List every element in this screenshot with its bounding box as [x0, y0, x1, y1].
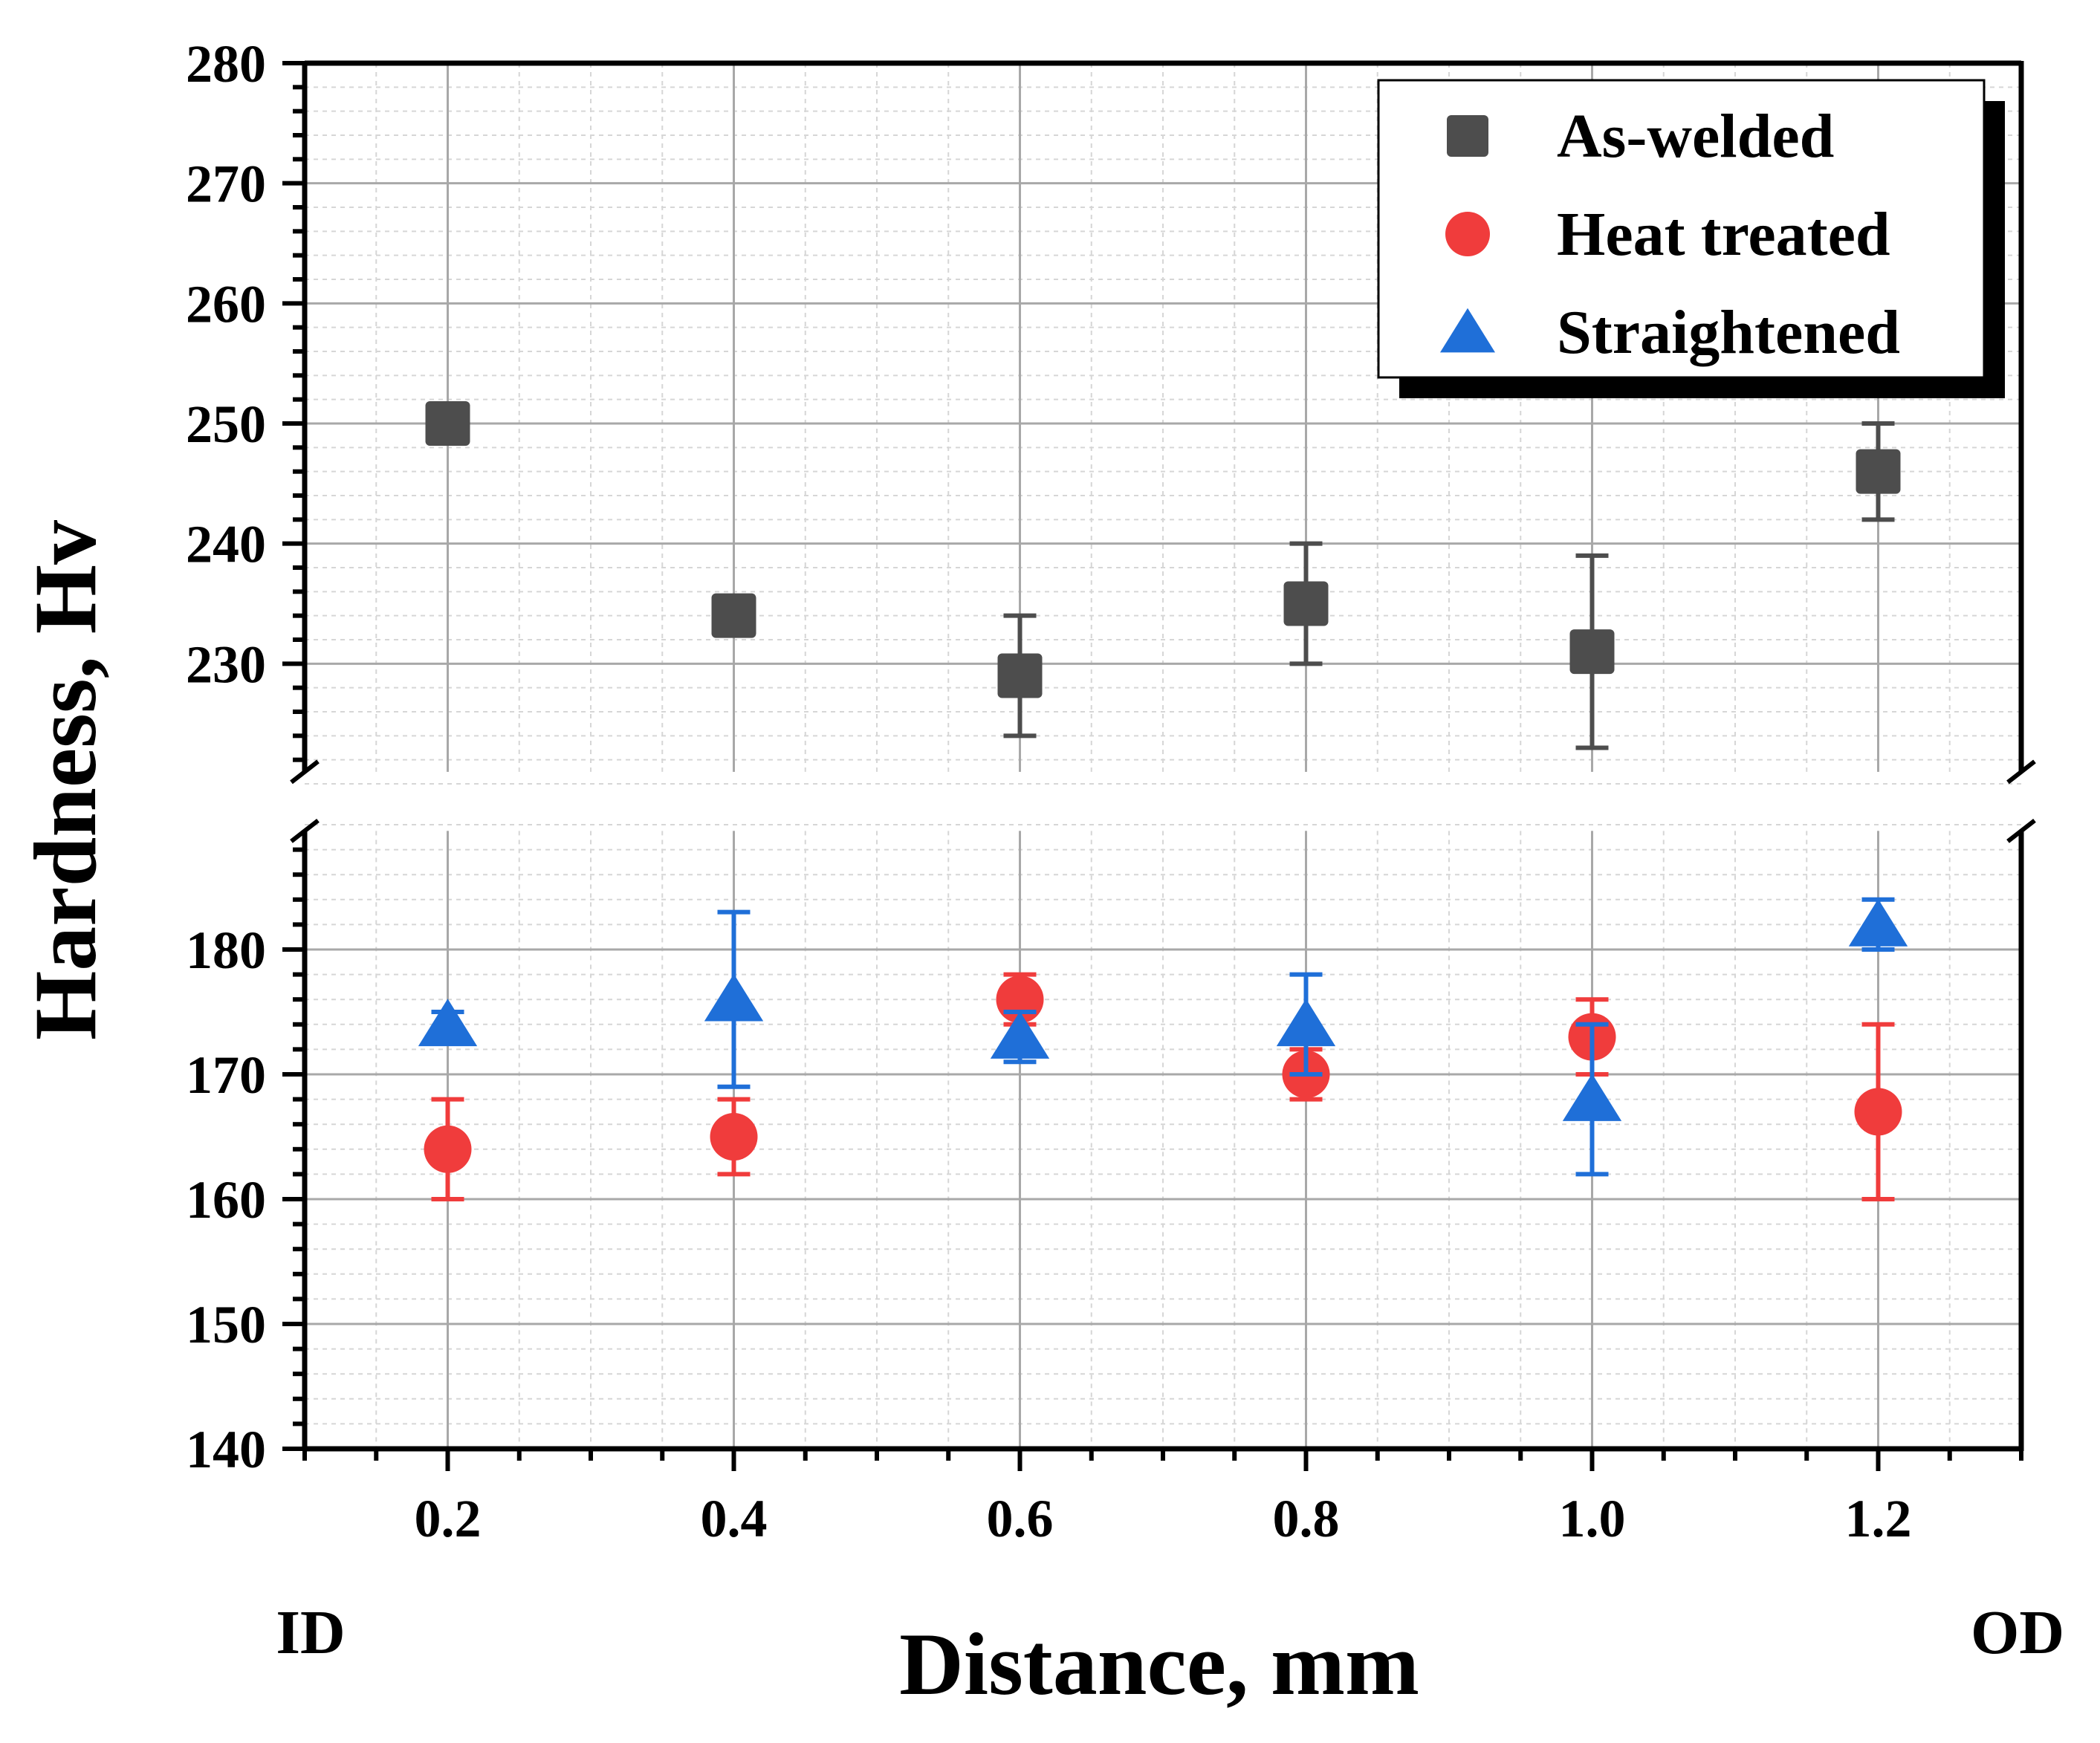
legend-marker-straightened	[1439, 308, 1496, 353]
legend-label: Heat treated	[1557, 200, 1890, 269]
straightened-point	[418, 999, 478, 1047]
legend-label: As-welded	[1557, 102, 1834, 171]
x-tick-label: 0.2	[415, 1489, 482, 1548]
legend: As-welded Heat treated Straightened	[1377, 79, 2005, 398]
straightened-point	[704, 973, 764, 1022]
x-tick-label: 0.8	[1273, 1489, 1340, 1548]
x-tick-label: 0.4	[701, 1489, 768, 1548]
y-tick-label: 160	[186, 1170, 266, 1230]
legend-marker-heat-treated	[1445, 212, 1490, 256]
data-points	[418, 401, 1908, 1201]
axis-break-mark	[2006, 759, 2036, 785]
straightened-point	[1848, 898, 1908, 947]
as-welded-point	[1283, 581, 1329, 626]
heat-treated-point	[1854, 1088, 1902, 1136]
as-welded-point	[425, 401, 470, 446]
x-tick-label: 1.0	[1559, 1489, 1626, 1548]
axis-break-mark	[2006, 819, 2036, 843]
tick-labels: 140 150 160 170 180 230 240 250 260 270 280 0.2 0.4 0…	[186, 34, 1912, 1548]
x-axis-title: Distance, mm	[899, 1614, 1419, 1713]
y-tick-label: 150	[186, 1295, 266, 1354]
straightened-point	[1276, 999, 1336, 1047]
y-tick-label: 270	[186, 155, 266, 214]
x-side-label-id: ID	[276, 1598, 345, 1667]
axis-break-mark	[290, 759, 320, 785]
axes	[282, 60, 2036, 1471]
heat-treated-point	[710, 1113, 758, 1161]
legend-marker-as-welded	[1447, 115, 1488, 157]
straightened-point	[990, 1011, 1050, 1059]
y-tick-label: 230	[186, 634, 266, 694]
straightened-point	[1562, 1074, 1622, 1121]
as-welded-point	[997, 653, 1043, 698]
y-tick-label: 250	[186, 395, 266, 454]
x-tick-label: 0.6	[987, 1489, 1054, 1548]
y-tick-label: 140	[186, 1420, 266, 1479]
as-welded-point	[1856, 449, 1901, 494]
y-tick-label: 180	[186, 921, 266, 980]
axis-break-mark	[290, 819, 320, 843]
x-side-label-od: OD	[1971, 1598, 2064, 1667]
y-axis-title: Hardness, Hv	[16, 520, 114, 1040]
x-tick-label: 1.2	[1845, 1489, 1912, 1548]
heat-treated-point	[424, 1125, 472, 1173]
legend-label: Straightened	[1557, 298, 1900, 367]
y-tick-label: 170	[186, 1045, 266, 1105]
grid	[305, 62, 2021, 1450]
as-welded-point	[711, 593, 756, 638]
y-tick-label: 260	[186, 274, 266, 334]
y-tick-label: 280	[186, 34, 266, 94]
y-tick-label: 240	[186, 515, 266, 574]
as-welded-point	[1569, 629, 1615, 675]
